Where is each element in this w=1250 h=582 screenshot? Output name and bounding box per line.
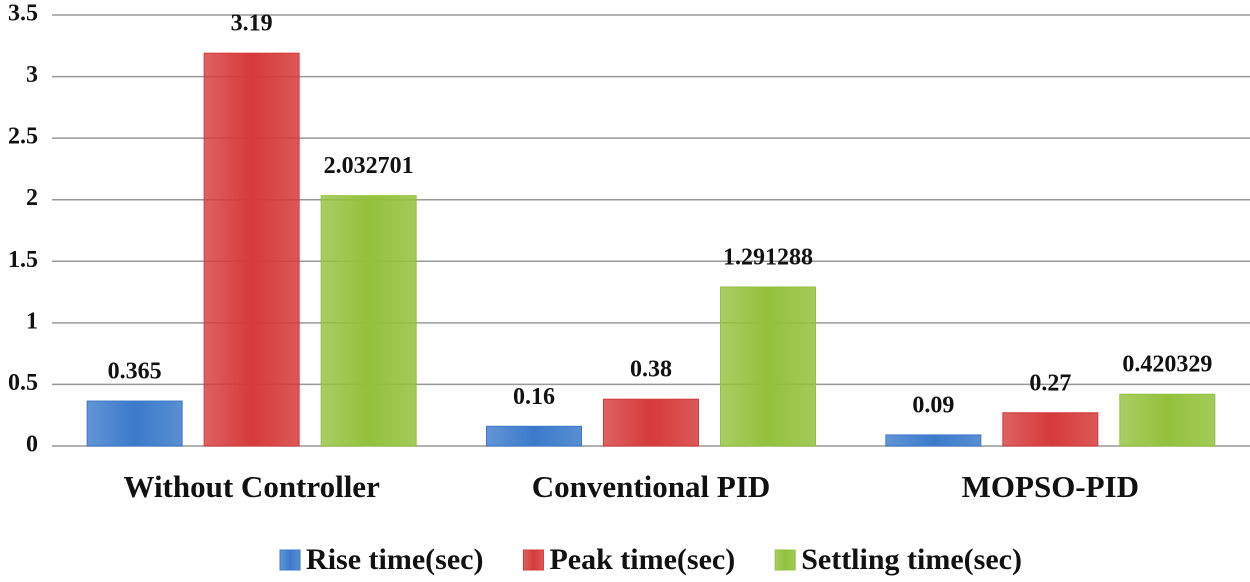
y-tick-label: 0	[26, 432, 38, 458]
data-label: 0.16	[513, 384, 555, 410]
y-tick-label: 2	[26, 185, 38, 211]
y-tick-label: 1.5	[8, 247, 38, 273]
data-label: 0.38	[630, 357, 672, 383]
data-label: 3.19	[231, 11, 273, 37]
bar	[320, 195, 417, 447]
legend-swatch	[279, 549, 301, 571]
legend-label: Settling time(sec)	[801, 543, 1022, 576]
bar	[603, 398, 699, 447]
data-label: 0.420329	[1122, 352, 1212, 378]
x-tick-label: Conventional PID	[532, 469, 771, 504]
data-label: 0.27	[1029, 370, 1071, 396]
x-tick-label: MOPSO-PID	[962, 469, 1139, 504]
bar	[720, 286, 816, 447]
legend-label: Peak time(sec)	[549, 543, 735, 576]
legend-label: Rise time(sec)	[306, 543, 483, 576]
bar	[486, 425, 582, 447]
y-tick-label: 3	[26, 62, 38, 88]
bar	[1002, 412, 1099, 447]
data-label: 1.291288	[723, 244, 813, 270]
y-tick-label: 1	[26, 308, 38, 334]
bar	[1119, 393, 1216, 447]
data-label: 0.09	[912, 392, 954, 418]
legend: Rise time(sec) Peak time(sec) Settling tim…	[279, 543, 1022, 576]
y-tick-label: 2.5	[8, 124, 38, 150]
data-label: 0.365	[108, 359, 162, 385]
data-label: 2.032701	[324, 153, 414, 179]
bar	[86, 400, 183, 447]
y-tick-label: 3.5	[8, 1, 38, 27]
y-tick-label: 0.5	[8, 370, 38, 396]
x-tick-label: Without Controller	[124, 469, 381, 504]
legend-swatch	[522, 549, 544, 571]
bar	[885, 434, 982, 447]
bar	[203, 52, 300, 447]
legend-swatch	[774, 549, 796, 571]
